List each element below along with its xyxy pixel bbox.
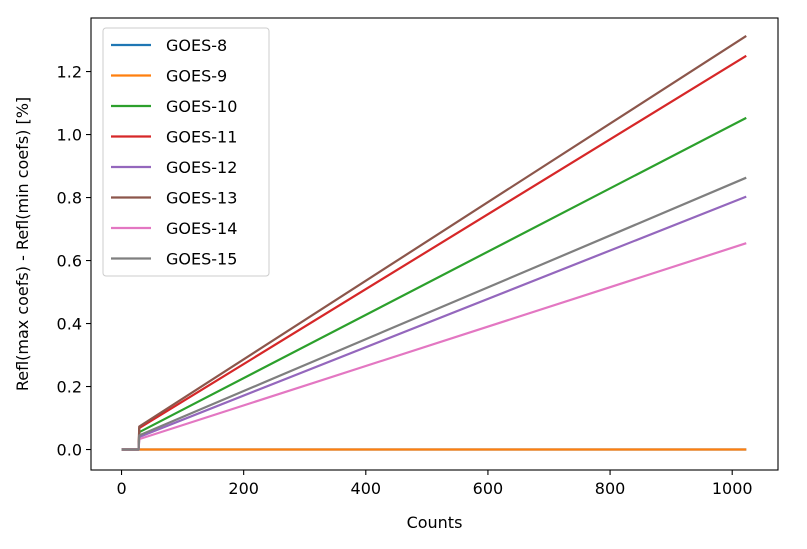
legend-label-goes-13: GOES-13 — [166, 189, 237, 208]
axes: 0 200 400 600 800 1000 0.0 0.2 0.4 0.6 0.8 1.0 1.2 — [57, 17, 779, 498]
y-axis-label: Refl(max coefs) - Refl(min coefs) [%] — [13, 97, 32, 391]
legend-label-goes-10: GOES-10 — [166, 97, 237, 116]
y-tick-label: 1.2 — [57, 63, 82, 82]
legend-label-goes-9: GOES-9 — [166, 67, 227, 86]
x-tick-label: 400 — [351, 479, 382, 498]
legend-label-goes-15: GOES-15 — [166, 250, 237, 269]
legend: GOES-8 GOES-9 GOES-10 GOES-11 GOES-12 GOES-13… — [102, 27, 270, 277]
legend-label-goes-8: GOES-8 — [166, 36, 227, 55]
axes-frame — [90, 17, 779, 471]
y-tick-label: 0.0 — [57, 441, 82, 460]
x-tick-label: 200 — [228, 479, 259, 498]
x-tick-label: 600 — [473, 479, 504, 498]
y-tick-label: 0.6 — [57, 252, 82, 271]
y-tick-label: 0.2 — [57, 378, 82, 397]
legend-label-goes-14: GOES-14 — [166, 219, 237, 238]
series-line-goes-15 — [121, 176, 747, 451]
y-tick-label: 0.8 — [57, 189, 82, 208]
x-tick-label: 0 — [116, 479, 126, 498]
x-tick-label: 1000 — [712, 479, 753, 498]
plot-area — [121, 35, 747, 451]
y-tick-label: 1.0 — [57, 126, 82, 145]
y-tick-label: 0.4 — [57, 315, 82, 334]
legend-label-goes-12: GOES-12 — [166, 158, 237, 177]
x-axis-label: Counts — [407, 513, 463, 532]
legend-label-goes-11: GOES-11 — [166, 128, 237, 147]
x-tick-label: 800 — [595, 479, 626, 498]
legend-box — [102, 27, 270, 277]
